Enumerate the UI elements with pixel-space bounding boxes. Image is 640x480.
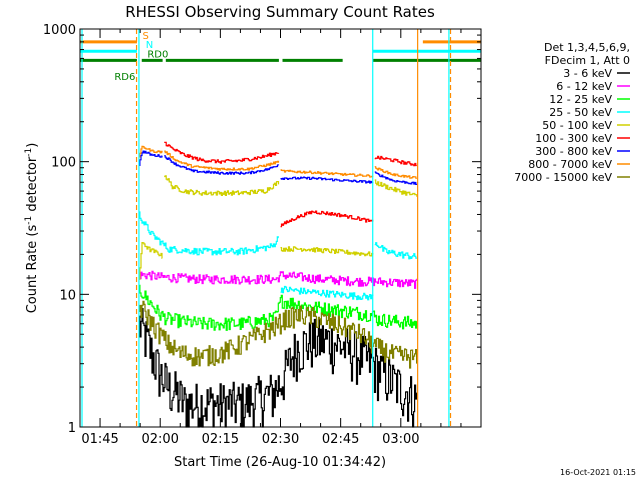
series-4-segment-0: [138, 242, 163, 280]
series-2-segment-0: [138, 284, 418, 331]
data-layer: [138, 141, 418, 428]
legend-label-1: 6 - 12 keV: [556, 80, 612, 93]
x-tick-label: 03:00: [382, 432, 419, 447]
y-axis-label-sup2: -1: [24, 148, 34, 157]
legend-label-2: 12 - 25 keV: [549, 93, 612, 106]
x-tick-label: 02:00: [141, 432, 178, 447]
flag-label-n: N: [146, 40, 153, 51]
series-4-segment-3: [374, 179, 418, 197]
x-tick-label: 01:45: [81, 432, 118, 447]
x-tick-label: 02:45: [322, 432, 359, 447]
series-4-segment-2: [280, 246, 374, 257]
series-6-segment-3: [374, 171, 418, 185]
legend-label-3: 25 - 50 keV: [549, 106, 612, 119]
x-tick-label: 02:15: [202, 432, 239, 447]
series-6-segment-2: [280, 176, 374, 184]
series-7-segment-1: [164, 150, 280, 171]
flag-label-rd0: RD0: [147, 49, 168, 60]
series-5-segment-1: [280, 210, 374, 228]
flag-label-rd6: RD6: [114, 72, 135, 83]
y-axis-label: Count Rate (s-1 detector-1): [24, 143, 40, 314]
y-tick-label: 10: [59, 288, 76, 303]
chart-title: RHESSI Observing Summary Count Rates: [125, 3, 435, 21]
y-axis-label-part3: ): [25, 143, 40, 148]
y-axis-label-part2: detector: [25, 156, 40, 216]
series-6-segment-0: [138, 150, 163, 166]
legend-header-1: Det 1,3,4,5,6,9,: [544, 41, 630, 54]
y-axis-label-part1: Count Rate (s: [25, 225, 40, 314]
y-axis: 1 10 100 1000: [43, 23, 481, 436]
series-7-segment-3: [374, 166, 418, 179]
x-tick-label: 02:30: [262, 432, 299, 447]
series-3-segment-1: [280, 285, 374, 301]
footer-timestamp: 16-Oct-2021 01:15: [560, 468, 636, 477]
x-axis-label: Start Time (26-Aug-10 01:34:42): [174, 455, 386, 470]
legend-label-8: 7000 - 15000 keV: [514, 171, 612, 184]
series-8-segment-0: [138, 300, 418, 369]
legend-label-7: 800 - 7000 keV: [528, 158, 612, 171]
y-tick-label: 100: [51, 156, 76, 171]
series-4-segment-1: [164, 175, 280, 196]
legend-label-6: 300 - 800 keV: [535, 145, 612, 158]
plot-frame: [79, 28, 482, 428]
series-7-segment-2: [280, 169, 374, 178]
series-1-segment-0: [138, 270, 418, 289]
legend-header-2: FDecim 1, Att 0: [545, 54, 630, 67]
series-3-segment-2: [374, 242, 418, 260]
series-7-segment-0: [138, 145, 163, 158]
legend: Det 1,3,4,5,6,9, FDecim 1, Att 0 3 - 6 k…: [514, 41, 630, 184]
x-axis: 01:45 02:00 02:15 02:30 02:45 03:00: [79, 29, 482, 447]
legend-label-5: 100 - 300 keV: [535, 132, 612, 145]
y-axis-label-sup1: -1: [24, 216, 34, 225]
y-tick-label: 1: [68, 421, 76, 436]
series-5-segment-2: [374, 155, 417, 167]
series-3-segment-0: [138, 211, 279, 256]
legend-label-0: 3 - 6 keV: [563, 67, 612, 80]
flag-label-s: S: [143, 31, 149, 42]
vertical-markers: [81, 29, 452, 427]
series-6-segment-1: [164, 155, 280, 175]
y-tick-label: 1000: [43, 23, 76, 38]
legend-label-4: 50 - 100 keV: [542, 119, 612, 132]
series-5-segment-0: [164, 141, 280, 164]
